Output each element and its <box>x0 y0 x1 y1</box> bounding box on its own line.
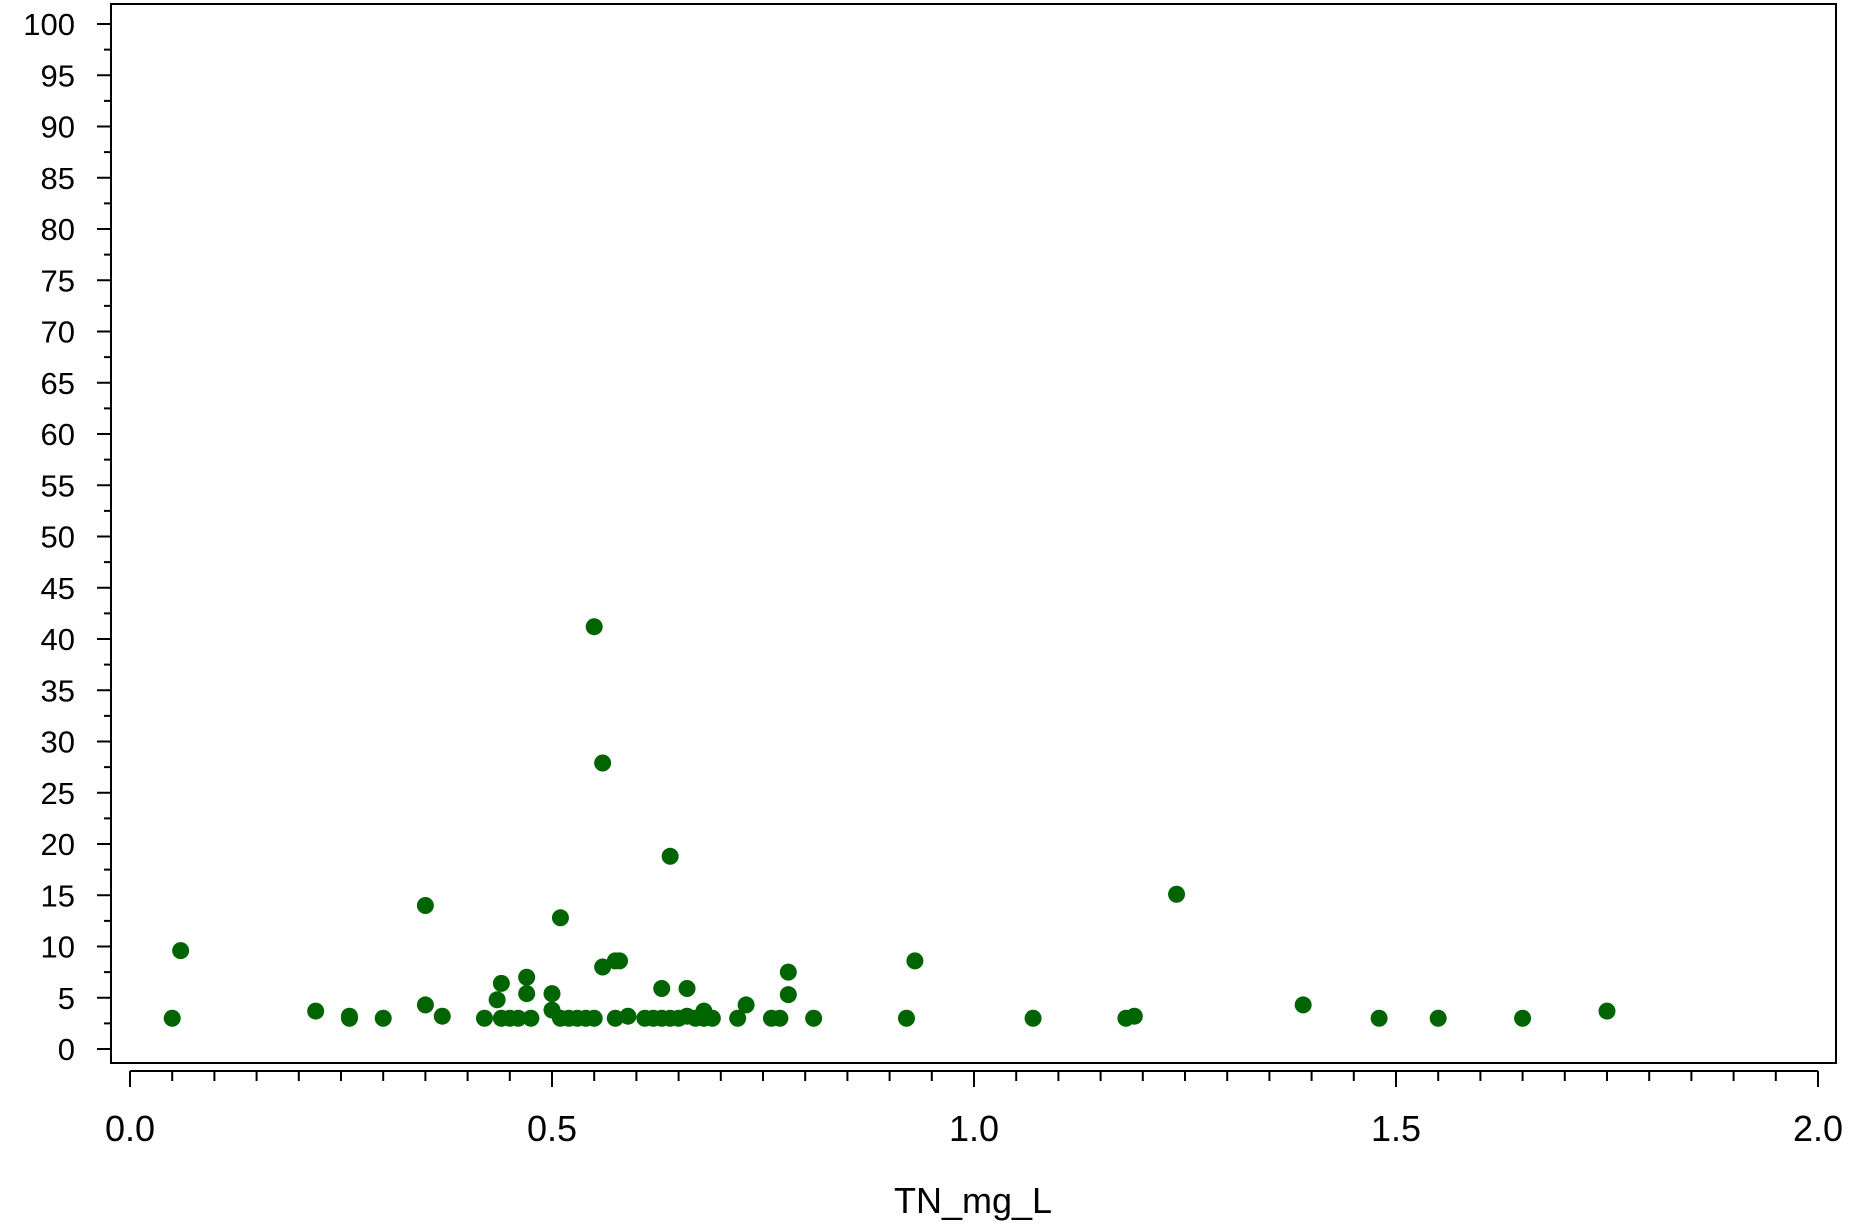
data-point <box>1168 885 1186 903</box>
y-tick-label: 5 <box>58 981 75 1016</box>
x-axis: 0.0 0.5 1.0 1.5 2.0 <box>105 1070 1843 1149</box>
data-point <box>779 986 797 1004</box>
data-point <box>374 1009 392 1027</box>
data-point <box>653 980 671 998</box>
data-point <box>678 980 696 998</box>
data-point <box>771 1009 789 1027</box>
data-point <box>729 1009 747 1027</box>
data-point <box>585 618 603 636</box>
y-tick-label: 20 <box>41 827 75 862</box>
data-point <box>805 1009 823 1027</box>
y-tick-label: 0 <box>58 1032 75 1067</box>
data-point <box>906 952 924 970</box>
data-point <box>172 942 190 960</box>
y-axis: 0 5 10 15 20 25 30 35 40 45 50 55 60 65 70 75 80 85 90 95 10… <box>23 7 112 1067</box>
y-tick-label: 95 <box>41 58 75 93</box>
data-point <box>163 1009 181 1027</box>
data-point <box>779 963 797 981</box>
data-point <box>1024 1009 1042 1027</box>
y-tick-label: 25 <box>41 776 75 811</box>
data-point <box>518 968 536 986</box>
data-point <box>1514 1009 1532 1027</box>
data-point <box>509 1009 527 1027</box>
data-point <box>703 1009 721 1027</box>
y-tick-label: 35 <box>41 673 75 708</box>
y-tick-label: 50 <box>41 520 75 555</box>
data-point <box>661 847 679 865</box>
x-axis-label: TN_mg_L <box>894 1180 1052 1221</box>
x-tick-label: 0.0 <box>105 1108 155 1149</box>
x-tick-label: 0.5 <box>527 1108 577 1149</box>
data-point <box>416 897 434 914</box>
data-point <box>522 1009 540 1027</box>
y-tick-label: 60 <box>41 417 75 452</box>
data-point <box>594 754 612 772</box>
x-tick-label: 1.0 <box>949 1108 999 1149</box>
y-tick-label: 30 <box>41 725 75 760</box>
data-point <box>619 1007 637 1025</box>
data-point <box>492 974 510 992</box>
data-point <box>416 996 434 1014</box>
data-point <box>488 991 506 1009</box>
y-tick-label: 100 <box>23 7 75 42</box>
data-point <box>1294 996 1312 1014</box>
y-tick-label: 75 <box>41 263 75 298</box>
data-point <box>543 985 561 1003</box>
data-point <box>433 1007 451 1025</box>
data-point <box>611 952 629 970</box>
data-point <box>340 1007 358 1025</box>
x-tick-label: 1.5 <box>1371 1108 1421 1149</box>
data-point <box>1370 1009 1388 1027</box>
plot-frame <box>110 3 1837 1064</box>
data-points <box>163 618 1616 1027</box>
y-tick-label: 40 <box>41 622 75 657</box>
y-tick-label: 65 <box>41 366 75 401</box>
data-point <box>897 1009 915 1027</box>
y-tick-label: 45 <box>41 571 75 606</box>
data-point <box>585 1009 603 1027</box>
data-point <box>594 958 612 976</box>
data-point <box>1429 1009 1447 1027</box>
y-tick-label: 80 <box>41 212 75 247</box>
x-tick-label: 2.0 <box>1793 1108 1843 1149</box>
data-point <box>606 1009 624 1027</box>
data-point <box>1598 1002 1616 1020</box>
y-tick-label: 55 <box>41 468 75 503</box>
y-tick-label: 15 <box>41 878 75 913</box>
y-tick-label: 70 <box>41 315 75 350</box>
data-point <box>475 1009 493 1027</box>
data-point <box>551 909 569 927</box>
y-tick-label: 90 <box>41 110 75 145</box>
y-tick-label: 10 <box>41 930 75 965</box>
data-point <box>1125 1007 1143 1025</box>
data-point <box>307 1002 325 1020</box>
data-point <box>737 996 755 1014</box>
y-tick-label: 85 <box>41 161 75 196</box>
data-point <box>518 985 536 1003</box>
